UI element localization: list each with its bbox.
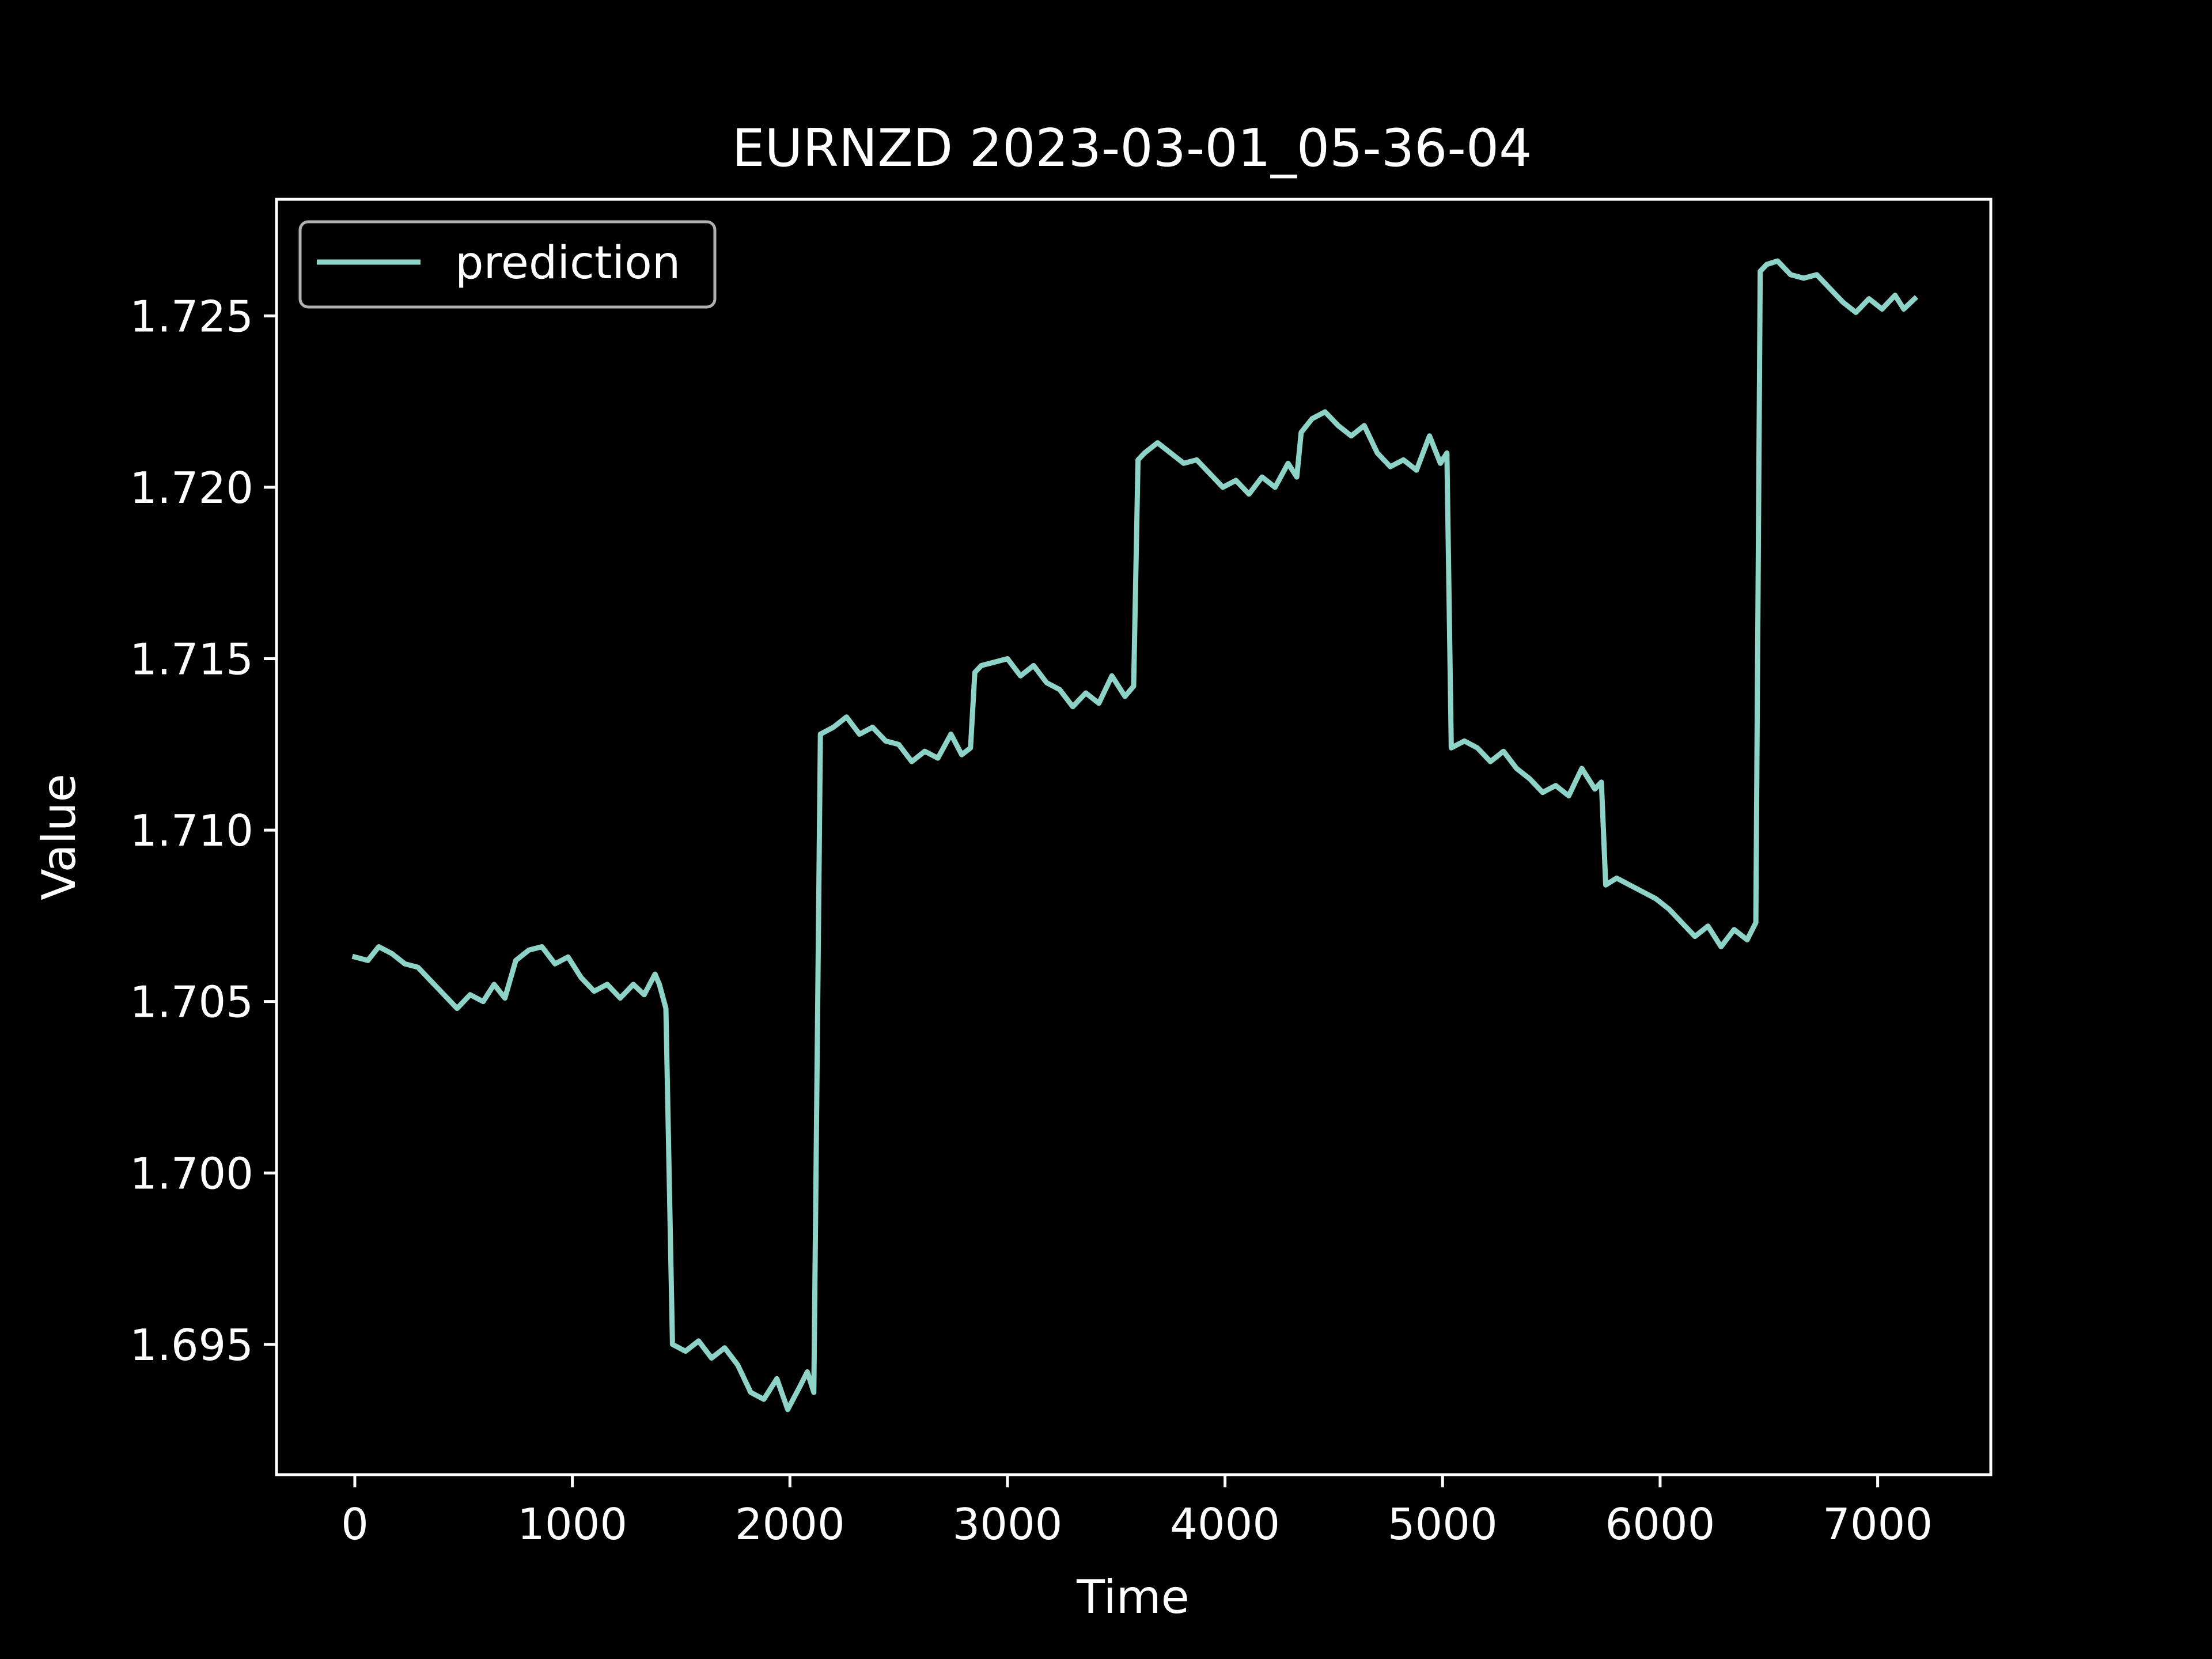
x-tick-label: 0: [341, 1499, 369, 1550]
legend-label-prediction: prediction: [455, 237, 680, 289]
x-tick-label: 7000: [1823, 1499, 1933, 1550]
y-tick-label: 1.725: [130, 291, 253, 342]
x-tick-label: 2000: [735, 1499, 845, 1550]
series-layer: [351, 258, 1919, 1412]
x-tick-label: 3000: [953, 1499, 1063, 1550]
x-tick-label: 4000: [1170, 1499, 1280, 1550]
x-axis-label: Time: [1076, 1570, 1190, 1624]
x-tick-label: 5000: [1388, 1499, 1498, 1550]
y-tick-label: 1.720: [130, 463, 253, 513]
x-tick-label: 1000: [517, 1499, 627, 1550]
legend-box: [298, 220, 717, 309]
plot-frame: [275, 198, 1993, 1476]
y-axis-label: Value: [32, 774, 86, 900]
x-tick-label: 6000: [1605, 1499, 1715, 1550]
y-tick-label: 1.700: [130, 1148, 253, 1199]
x-axis: 0 1000 2000 3000 4000 5000 6000 7000: [341, 1475, 1933, 1550]
series-line-prediction: [351, 258, 1919, 1412]
y-axis: 1.695 1.700 1.705 1.710 1.715 1.720 1.725: [130, 291, 276, 1370]
chart-title: EURNZD 2023-03-01_05-36-04: [732, 118, 1532, 179]
y-tick-label: 1.695: [130, 1320, 253, 1370]
y-tick-label: 1.710: [130, 805, 253, 856]
y-tick-label: 1.715: [130, 634, 253, 685]
plot-area: 0 1000 2000 3000 4000 5000 6000 7000 1.695 1.700…: [130, 198, 1993, 1550]
y-tick-label: 1.705: [130, 977, 253, 1028]
legend: prediction: [298, 220, 717, 309]
